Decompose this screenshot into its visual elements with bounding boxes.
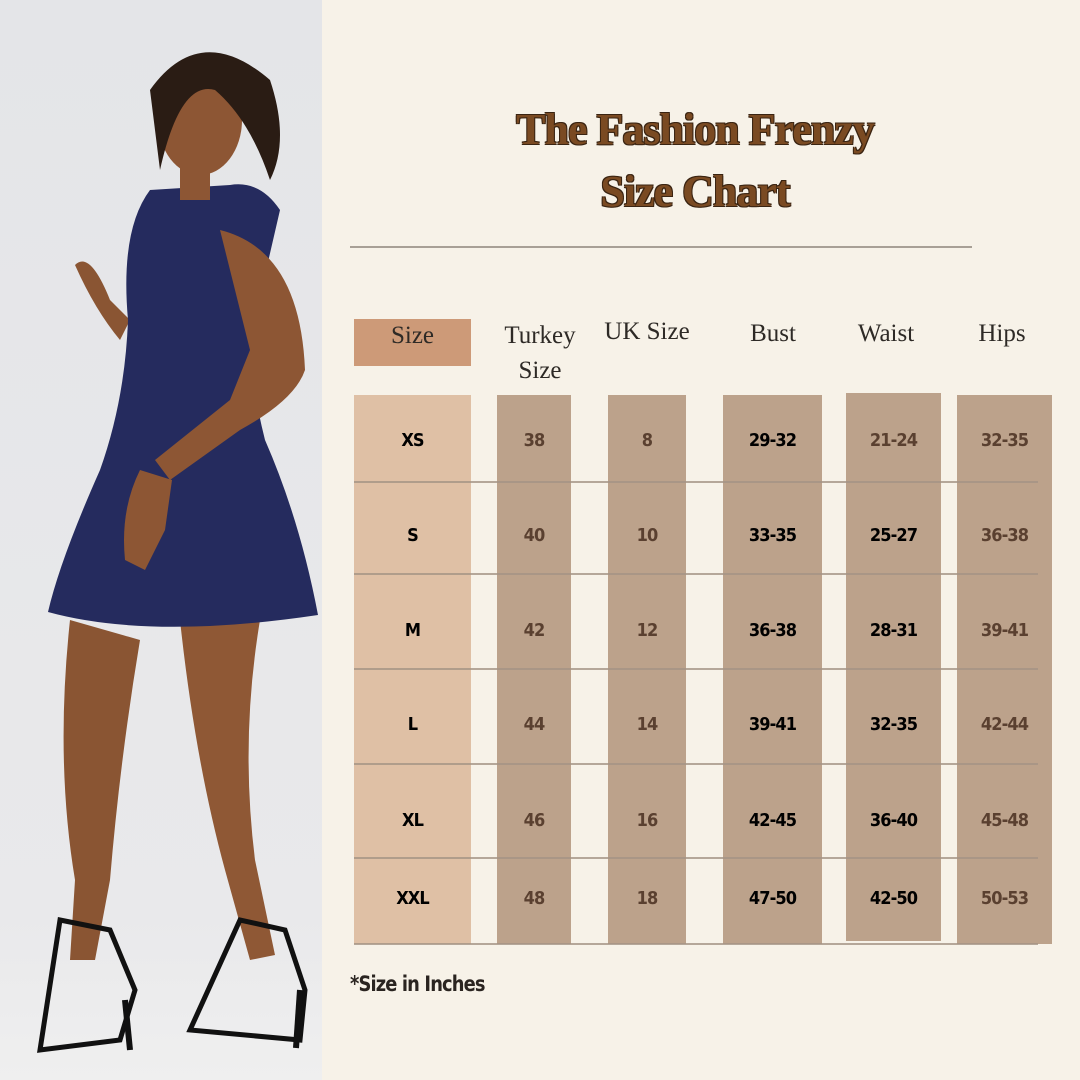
row-divider	[354, 481, 1038, 483]
cell-size: XS	[401, 430, 424, 451]
cell-uk-size: 18	[636, 888, 659, 909]
cell-waist: 42-50	[869, 888, 918, 909]
header-size: Size	[390, 322, 435, 349]
model-photo	[0, 0, 322, 1080]
size-header-background	[354, 319, 471, 366]
header-waist: Waist	[857, 320, 915, 347]
cell-waist: 21-24	[869, 430, 918, 451]
cell-hips: 32-35	[980, 430, 1029, 451]
cell-turkey-size: 38	[523, 430, 546, 451]
cell-waist: 25-27	[869, 525, 918, 546]
cell-turkey-size: 46	[523, 810, 546, 831]
cell-size: XL	[401, 810, 424, 831]
cell-bust: 36-38	[748, 620, 797, 641]
row-divider	[354, 943, 1038, 945]
units-note: *Size in Inches	[350, 972, 486, 996]
header-uk-size: UK Size	[604, 318, 690, 345]
cell-size: XXL	[396, 888, 430, 909]
cell-uk-size: 16	[636, 810, 659, 831]
row-divider	[354, 573, 1038, 575]
cell-hips: 42-44	[980, 714, 1029, 735]
header-bust: Bust	[750, 320, 796, 347]
page-title-line1: The Fashion Frenzy	[516, 105, 875, 154]
row-divider	[354, 857, 1038, 859]
cell-hips: 36-38	[980, 525, 1029, 546]
cell-turkey-size: 42	[523, 620, 546, 641]
cell-size: S	[407, 525, 419, 546]
cell-uk-size: 10	[636, 525, 659, 546]
cell-bust: 42-45	[748, 810, 797, 831]
header-turkey-size: Turkey Size	[504, 322, 576, 384]
cell-bust: 33-35	[748, 525, 797, 546]
cell-waist: 36-40	[869, 810, 918, 831]
cell-bust: 47-50	[748, 888, 797, 909]
page-title-line2: Size Chart	[600, 167, 790, 216]
cell-turkey-size: 48	[523, 888, 546, 909]
cell-hips: 50-53	[980, 888, 1029, 909]
cell-turkey-size: 40	[523, 525, 546, 546]
cell-uk-size: 14	[636, 714, 659, 735]
cell-waist: 28-31	[869, 620, 918, 641]
cell-bust: 39-41	[748, 714, 797, 735]
header-hips: Hips	[978, 320, 1026, 347]
cell-uk-size: 12	[636, 620, 659, 641]
cell-turkey-size: 44	[523, 714, 546, 735]
divider	[350, 246, 972, 248]
column-waist	[846, 393, 941, 941]
model-illustration	[37, 52, 318, 1053]
cell-uk-size: 8	[641, 430, 653, 451]
cell-hips: 45-48	[980, 810, 1029, 831]
cell-bust: 29-32	[748, 430, 797, 451]
row-divider	[354, 763, 1038, 765]
cell-hips: 39-41	[980, 620, 1029, 641]
row-divider	[354, 668, 1038, 670]
cell-size: L	[407, 714, 418, 735]
cell-size: M	[404, 620, 421, 641]
cell-waist: 32-35	[869, 714, 918, 735]
